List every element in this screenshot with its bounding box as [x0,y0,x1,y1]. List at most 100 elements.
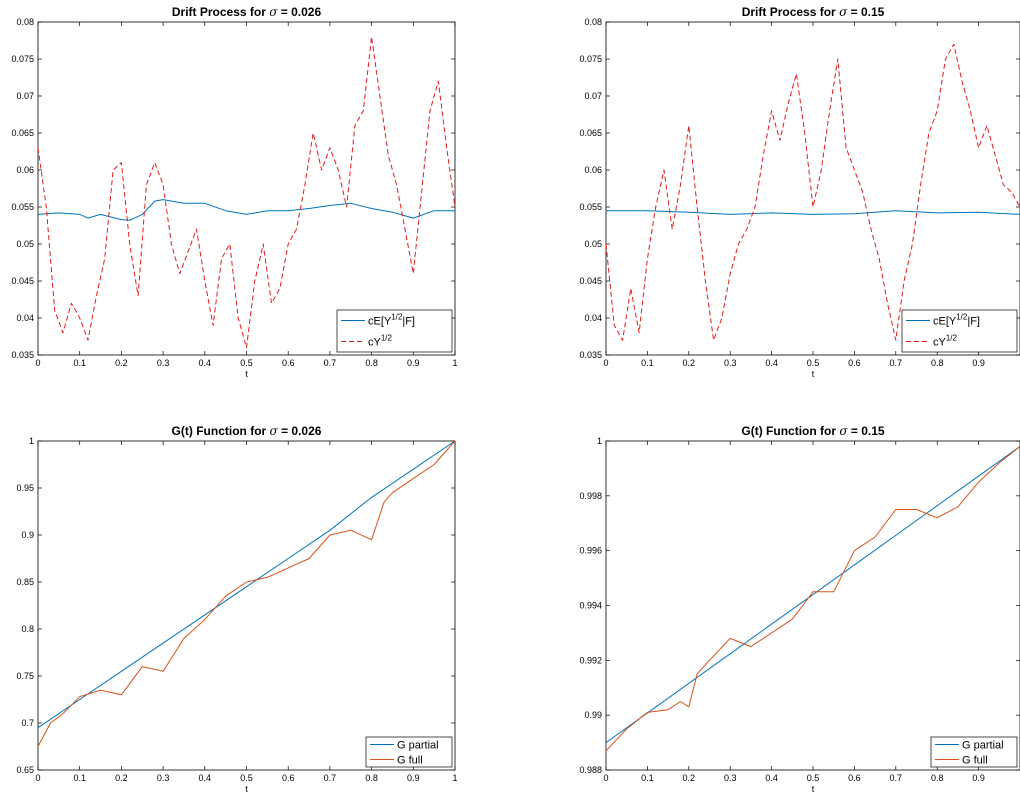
legend-entry-superscript: 1/2 [946,334,958,343]
x-tick-label: 0.7 [890,358,903,368]
y-tick-label: 0.075 [11,54,34,64]
chart-title: G(t) Function for σ = 0.026 [172,424,322,438]
legend-box [336,309,453,353]
chart-title-sigma: σ [839,5,848,19]
legend-entry-label: G partial [962,740,1004,752]
series-line-0 [37,440,456,729]
series-line-0 [37,199,455,221]
y-tick-label: 0.07 [16,91,34,101]
y-tick-label: 0.05 [16,239,34,249]
x-tick-label: 0.6 [848,773,861,783]
legend-entry-main: cE[Y [368,316,392,328]
legend-entry-label: cY1/2 [933,334,958,349]
legend-entry-label: G full [962,755,988,767]
legend-entry-main: cY [933,337,947,349]
x-tick-label: 0 [603,358,608,368]
legend-entry-main: G partial [962,740,1004,752]
x-tick-label: 0.4 [199,358,212,368]
x-tick-label: 0.6 [282,773,295,783]
x-tick-label: 0.6 [848,358,861,368]
axes-box [37,21,456,356]
legend-entry-label: cE[Y1/2|F] [368,313,415,328]
legend-entry-tail: |F] [402,316,415,328]
y-tick-label: 0.035 [579,350,602,360]
y-tick-label: 0.08 [16,17,34,27]
x-tick-label: 0.9 [972,358,985,368]
y-tick-label: 0.65 [16,765,34,775]
x-tick-label: 0.1 [641,358,654,368]
x-tick-label: 0.3 [724,358,737,368]
x-tick-label: 0.8 [365,358,378,368]
x-tick-label: 0.3 [724,773,737,783]
legend-entry-main: G partial [397,740,439,752]
y-tick-label: 0.04 [584,313,602,323]
x-tick-label: 0.6 [282,358,295,368]
x-tick-label: 0.2 [683,773,696,783]
y-tick-label: 0.045 [11,276,34,286]
legend-entry-label: cY1/2 [368,334,393,349]
legend-entry-superscript: 1/2 [956,313,968,322]
chart-title-suffix: = 0.15 [848,424,885,438]
y-tick-label: 0.055 [579,202,602,212]
x-tick-label: 0.1 [641,773,654,783]
x-tick-label: 0.9 [972,773,985,783]
chart-title-sigma: σ [839,424,848,438]
legend: cE[Y1/2|F]cY1/2 [901,309,1018,353]
series-line-0 [606,210,1020,215]
legend: G partial G full [365,736,453,768]
series-line-1 [37,440,456,747]
x-tick-label: 0.9 [407,358,420,368]
y-tick-label: 0.998 [579,491,602,501]
series-line-1 [605,446,1020,752]
y-tick-label: 0.996 [579,546,602,556]
x-tick-label: 0.8 [365,773,378,783]
chart-title-prefix: G(t) Function for [172,424,270,438]
legend: cE[Y1/2|F] cY1/2 [336,309,453,353]
x-tick-label: 0.1 [73,358,86,368]
x-tick-label: 0.2 [683,358,696,368]
x-axis-label: t [812,369,815,379]
y-tick-label: 0.04 [16,313,34,323]
y-tick-label: 0.05 [584,239,602,249]
y-tick-label: 0.95 [16,483,34,493]
chart-title-sigma: σ [270,424,279,438]
x-tick-label: 0.5 [807,773,820,783]
x-tick-label: 0.7 [324,358,337,368]
y-tick-label: 0.994 [579,601,602,611]
x-tick-label: 0.1 [73,773,86,783]
chart-title: Drift Process for σ = 0.15 [742,5,885,19]
legend-box [365,736,453,768]
series-line-1 [37,36,456,349]
y-tick-label: 0.06 [16,165,34,175]
legend-entry-main: G full [962,755,988,767]
x-tick-label: 0.9 [407,773,420,783]
x-tick-label: 0.7 [890,773,903,783]
legend-entry-label: cE[Y1/2|F] [933,313,980,328]
x-tick-label: 0 [35,358,40,368]
y-tick-label: 0.035 [11,350,34,360]
legend-entry-superscript: 1/2 [391,313,403,322]
x-tick-label: 0.5 [240,358,253,368]
chart-title: Drift Process for σ = 0.026 [172,5,322,19]
chart-title-prefix: Drift Process for [172,5,269,19]
y-tick-label: 0.065 [11,128,34,138]
x-tick-label: 0.3 [157,358,170,368]
legend-entry-main: G full [397,755,423,767]
x-tick-label: 0 [35,773,40,783]
y-tick-label: 0.9 [21,530,34,540]
legend: G partial G full [930,736,1018,768]
series-line-0 [605,446,1020,744]
x-tick-label: 0.8 [931,773,944,783]
y-tick-label: 0.99 [584,710,602,720]
x-tick-label: 1 [452,358,457,368]
legend-entry-label: G partial [397,740,439,752]
x-tick-label: 1 [452,773,457,783]
legend-entry-tail: |F] [967,316,980,328]
y-tick-label: 1 [29,436,34,446]
y-tick-label: 0.08 [584,17,602,27]
y-tick-label: 0.06 [584,165,602,175]
chart-title-sigma: σ [269,5,278,19]
x-tick-label: 0 [603,773,608,783]
y-tick-label: 0.75 [16,671,34,681]
x-tick-label: 0.7 [324,773,337,783]
